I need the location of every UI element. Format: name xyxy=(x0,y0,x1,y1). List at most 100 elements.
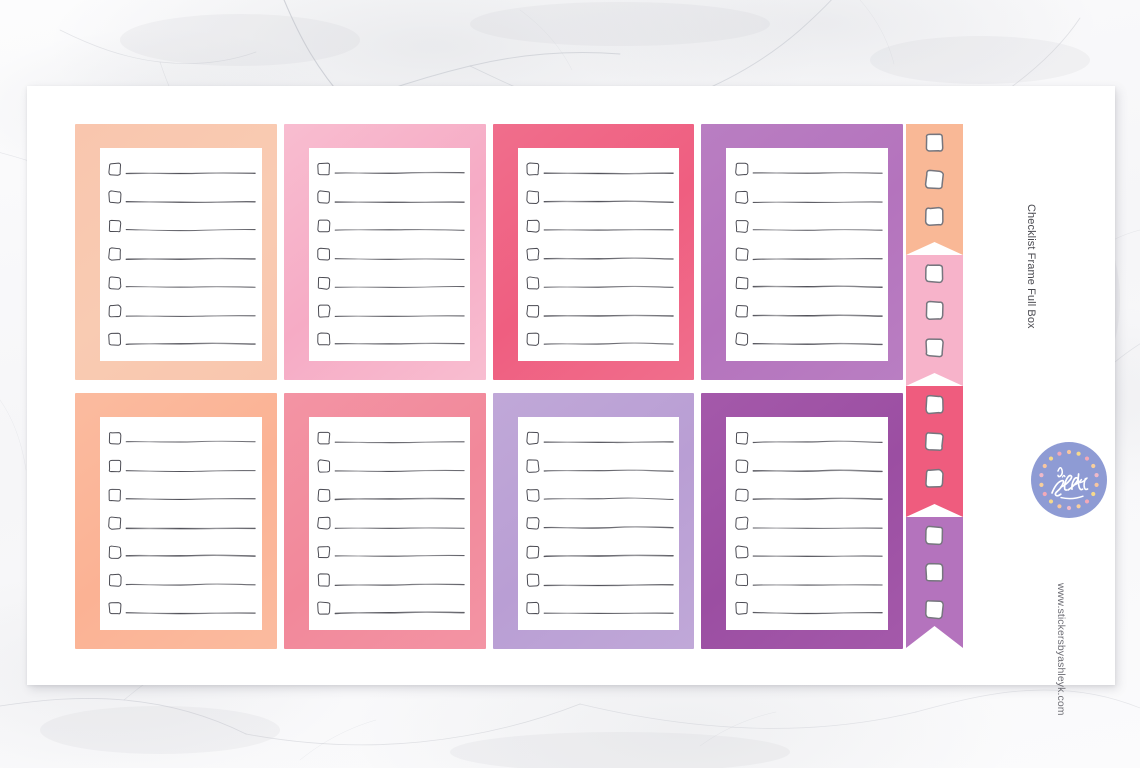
banner-checkbox-icon[interactable] xyxy=(923,206,946,228)
checklist-row[interactable] xyxy=(734,155,883,183)
checkbox-icon[interactable] xyxy=(107,219,123,234)
checklist-row[interactable] xyxy=(107,452,256,480)
checklist-row[interactable] xyxy=(316,269,465,297)
checklist-row[interactable] xyxy=(107,538,256,566)
checklist-box-orchid[interactable] xyxy=(701,124,903,380)
checklist-row[interactable] xyxy=(734,183,883,211)
checklist-row[interactable] xyxy=(734,481,883,509)
checkbox-icon[interactable] xyxy=(525,431,541,446)
checkbox-icon[interactable] xyxy=(316,459,332,474)
checklist-row[interactable] xyxy=(316,240,465,268)
checkbox-icon[interactable] xyxy=(107,162,123,177)
banner-checkbox-icon[interactable] xyxy=(923,468,946,490)
checklist-row[interactable] xyxy=(316,326,465,354)
checkbox-icon[interactable] xyxy=(525,304,541,319)
checklist-box-dusty-rose[interactable] xyxy=(283,393,486,649)
banner-checkbox-icon[interactable] xyxy=(923,337,946,359)
checklist-row[interactable] xyxy=(316,538,465,566)
checkbox-icon[interactable] xyxy=(525,162,541,177)
banner-checkbox-icon[interactable] xyxy=(923,132,946,154)
banner-flag-purple[interactable] xyxy=(906,517,963,648)
checklist-row[interactable] xyxy=(316,183,465,211)
checkbox-icon[interactable] xyxy=(107,459,123,474)
checkbox-icon[interactable] xyxy=(107,431,123,446)
checklist-row[interactable] xyxy=(525,509,674,537)
checklist-row[interactable] xyxy=(525,297,674,325)
checklist-box-salmon[interactable] xyxy=(75,393,277,649)
checklist-row[interactable] xyxy=(734,509,883,537)
checklist-row[interactable] xyxy=(107,240,256,268)
checkbox-icon[interactable] xyxy=(734,247,750,262)
banner-checkbox-icon[interactable] xyxy=(923,525,946,547)
checkbox-icon[interactable] xyxy=(734,488,750,503)
checkbox-icon[interactable] xyxy=(525,247,541,262)
checkbox-icon[interactable] xyxy=(316,573,332,588)
checklist-row[interactable] xyxy=(316,212,465,240)
checklist-row[interactable] xyxy=(525,326,674,354)
checklist-row[interactable] xyxy=(525,155,674,183)
checklist-row[interactable] xyxy=(525,538,674,566)
checkbox-icon[interactable] xyxy=(107,190,123,205)
checklist-row[interactable] xyxy=(525,481,674,509)
checklist-row[interactable] xyxy=(734,424,883,452)
checklist-row[interactable] xyxy=(107,481,256,509)
checklist-row[interactable] xyxy=(734,538,883,566)
checkbox-icon[interactable] xyxy=(316,488,332,503)
checkbox-icon[interactable] xyxy=(525,488,541,503)
checklist-row[interactable] xyxy=(525,240,674,268)
checkbox-icon[interactable] xyxy=(734,573,750,588)
checklist-row[interactable] xyxy=(107,326,256,354)
checkbox-icon[interactable] xyxy=(734,304,750,319)
checkbox-icon[interactable] xyxy=(316,190,332,205)
checkbox-icon[interactable] xyxy=(525,275,541,291)
checklist-row[interactable] xyxy=(107,509,256,537)
checklist-box-purple-deep[interactable] xyxy=(701,393,903,649)
banner-checkbox-icon[interactable] xyxy=(923,394,946,416)
checkbox-icon[interactable] xyxy=(107,332,123,347)
checklist-row[interactable] xyxy=(316,424,465,452)
checklist-row[interactable] xyxy=(107,297,256,325)
checkbox-icon[interactable] xyxy=(525,545,541,560)
checkbox-icon[interactable] xyxy=(107,488,123,503)
checklist-row[interactable] xyxy=(316,452,465,480)
checklist-row[interactable] xyxy=(107,595,256,623)
checklist-row[interactable] xyxy=(525,566,674,594)
checklist-row[interactable] xyxy=(525,452,674,480)
checklist-row[interactable] xyxy=(525,212,674,240)
checklist-row[interactable] xyxy=(525,595,674,623)
checklist-row[interactable] xyxy=(734,240,883,268)
checkbox-icon[interactable] xyxy=(107,247,123,262)
checklist-row[interactable] xyxy=(734,269,883,297)
checklist-box-peach-light[interactable] xyxy=(75,124,277,380)
checkbox-icon[interactable] xyxy=(316,162,332,177)
banner-flag-pink[interactable] xyxy=(906,255,963,386)
banner-checkbox-icon[interactable] xyxy=(923,300,946,322)
checklist-row[interactable] xyxy=(107,566,256,594)
checkbox-icon[interactable] xyxy=(525,332,541,347)
checklist-row[interactable] xyxy=(525,269,674,297)
checklist-row[interactable] xyxy=(734,595,883,623)
checklist-box-pink-light[interactable] xyxy=(283,124,486,380)
checkbox-icon[interactable] xyxy=(734,219,750,234)
checkbox-icon[interactable] xyxy=(107,573,123,588)
banner-flag-peach[interactable] xyxy=(906,124,963,255)
checklist-box-lavender[interactable] xyxy=(492,393,695,649)
checkbox-icon[interactable] xyxy=(734,332,750,347)
checklist-row[interactable] xyxy=(734,452,883,480)
checklist-row[interactable] xyxy=(316,481,465,509)
checkbox-icon[interactable] xyxy=(734,459,750,474)
checkbox-icon[interactable] xyxy=(525,601,541,616)
checklist-row[interactable] xyxy=(107,269,256,297)
checkbox-icon[interactable] xyxy=(525,190,541,205)
checkbox-icon[interactable] xyxy=(734,162,750,177)
checkbox-icon[interactable] xyxy=(107,516,123,531)
checklist-row[interactable] xyxy=(107,424,256,452)
checkbox-icon[interactable] xyxy=(107,304,123,319)
checkbox-icon[interactable] xyxy=(525,459,541,474)
checkbox-icon[interactable] xyxy=(316,247,332,262)
banner-checkbox-icon[interactable] xyxy=(923,562,946,584)
checkbox-icon[interactable] xyxy=(107,545,123,560)
checkbox-icon[interactable] xyxy=(734,276,750,291)
banner-checkbox-icon[interactable] xyxy=(923,169,946,191)
checkbox-icon[interactable] xyxy=(525,573,541,588)
